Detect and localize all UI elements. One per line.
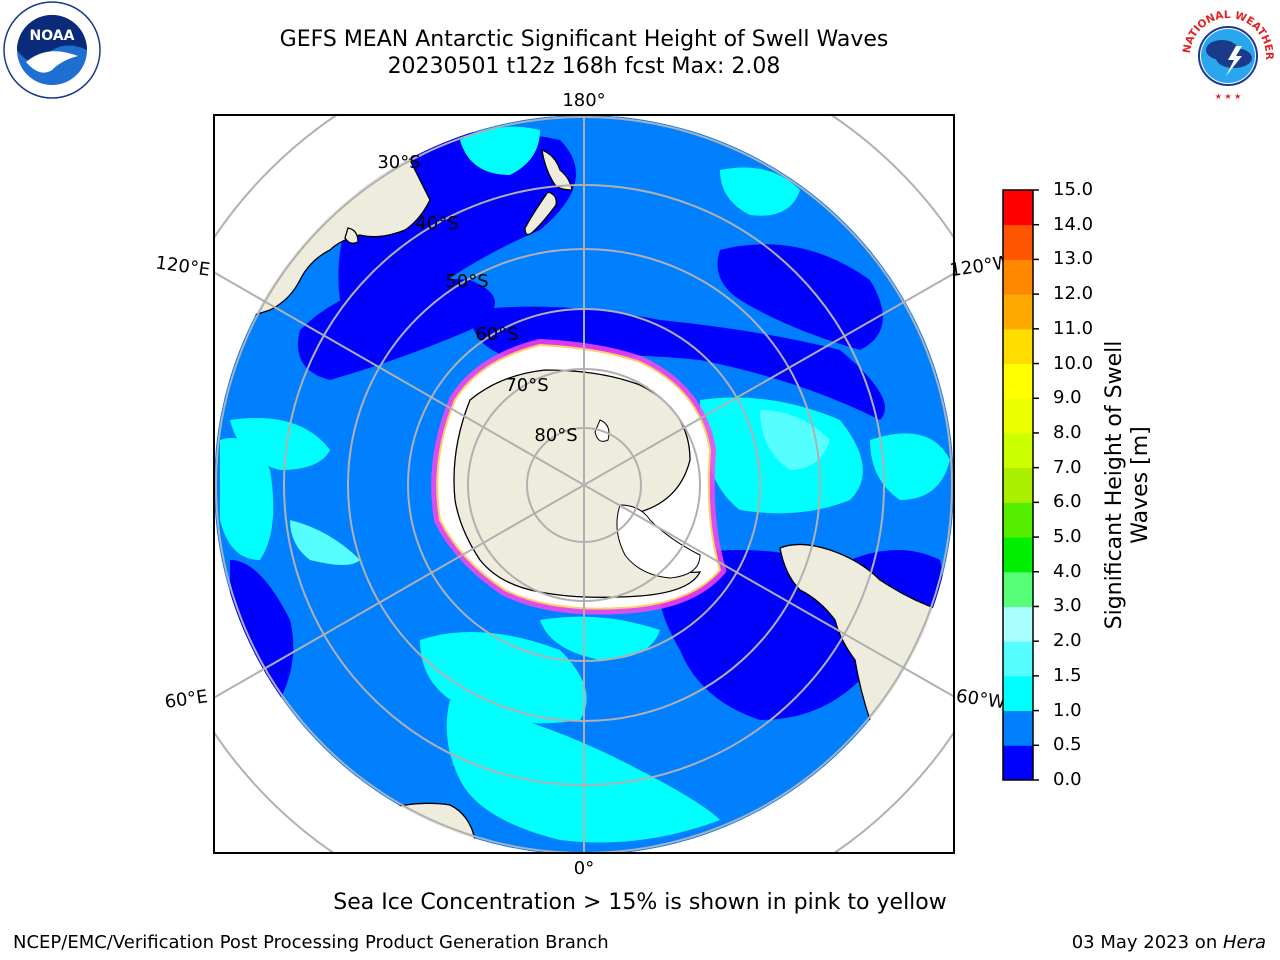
colorbar-tick-label: 14.0: [1053, 213, 1094, 235]
sea-ice-note: Sea Ice Concentration > 15% is shown in …: [333, 890, 947, 915]
colorbar-tick-label: 5.0: [1053, 526, 1082, 548]
colorbar-tick-label: 9.0: [1053, 387, 1082, 409]
colorbar-segment: [1003, 190, 1033, 226]
footer-branch: NCEP/EMC/Verification Post Processing Pr…: [13, 932, 609, 953]
colorbar-border: [1002, 189, 1034, 781]
colorbar-segment: [1003, 641, 1033, 677]
colorbar-tick-label: 15.0: [1053, 179, 1094, 200]
colorbar-segment: [1003, 710, 1033, 746]
longitude-gridlines: [214, 115, 954, 853]
footer-date: 03 May 2023 on Hera: [1072, 932, 1266, 953]
colorbar-tick-label: 12.0: [1053, 283, 1094, 305]
colorbar-segment: [1003, 675, 1033, 712]
lat-label-80s: 80°S: [534, 425, 577, 446]
colorbar-tick-label: 1.5: [1053, 664, 1082, 686]
colorbar-segment: [1003, 745, 1033, 781]
colorbar-tick-label: 1.0: [1053, 699, 1082, 721]
lon-label-180: 180°: [562, 90, 605, 111]
lon-label-0: 0°: [574, 858, 594, 879]
colorbar-segment: [1003, 571, 1033, 607]
colorbar-segment: [1003, 259, 1033, 295]
colorbar-segment: [1003, 537, 1033, 573]
chart-subtitle: 20230501 t12z 168h fcst Max: 2.08: [387, 54, 781, 79]
noaa-logo-icon: NOAA: [3, 1, 101, 99]
lat-label-50s: 50°S: [445, 271, 488, 292]
colorbar-segment: [1003, 398, 1033, 434]
colorbar-tick-label: 2.0: [1053, 630, 1082, 652]
noaa-logo-text: NOAA: [30, 28, 75, 44]
nws-logo-icon: NATIONAL WEATHER SERVICE ★ ★ ★: [1176, 0, 1275, 101]
colorbar-tick-label: 13.0: [1053, 248, 1094, 270]
lon-label-60w: 60°W: [955, 686, 1007, 714]
lat-label-30s: 30°S: [377, 152, 420, 173]
colorbar-tick-label: 3.0: [1053, 595, 1082, 617]
lon-label-120e: 120°E: [154, 252, 211, 280]
colorbar-tick-label: 11.0: [1053, 317, 1094, 339]
colorbar-tick-label: 6.0: [1053, 491, 1082, 513]
colorbar-title: Significant Height of Swell Waves [m]: [1102, 340, 1153, 630]
lat-label-40s: 40°S: [415, 213, 458, 234]
colorbar-tick-label: 10.0: [1053, 352, 1094, 374]
colorbar-segment: [1003, 502, 1033, 538]
colorbar-segment: [1003, 224, 1033, 260]
colorbar-segment: [1003, 363, 1033, 399]
lat-label-70s: 70°S: [505, 375, 548, 396]
colorbar-tick-label: 0.5: [1053, 734, 1082, 756]
colorbar-tick-label: 4.0: [1053, 560, 1082, 582]
colorbar-segment: [1003, 606, 1033, 642]
svg-text:★ ★ ★: ★ ★ ★: [1215, 92, 1242, 101]
lon-label-60e: 60°E: [163, 686, 209, 713]
map-border: [213, 114, 955, 854]
lat-label-60s: 60°S: [475, 324, 518, 345]
colorbar-segment: [1003, 432, 1033, 469]
colorbar-segment: [1003, 294, 1033, 330]
chart-title: GEFS MEAN Antarctic Significant Height o…: [279, 27, 889, 52]
footer-host: Hera: [1222, 932, 1266, 953]
colorbar: [1002, 189, 1039, 781]
footer-date-text: 03 May 2023 on: [1071, 932, 1223, 953]
colorbar-segment: [1003, 467, 1033, 503]
colorbar-tick-label: 8.0: [1053, 421, 1082, 443]
colorbar-tick-label: 0.0: [1053, 769, 1082, 790]
colorbar-segment: [1003, 328, 1033, 365]
colorbar-tick-label: 7.0: [1053, 456, 1082, 478]
